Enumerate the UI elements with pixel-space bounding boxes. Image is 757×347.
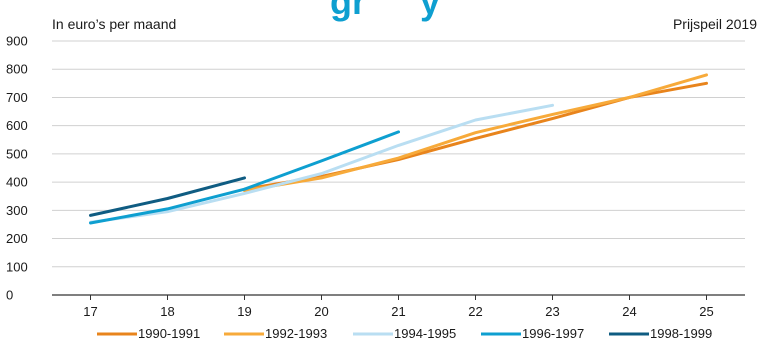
x-tick-label: 17 — [83, 304, 97, 319]
subtitle-right: Prijspeil 2019 — [673, 16, 757, 32]
y-tick-label: 900 — [6, 34, 28, 49]
legend-label: 1994-1995 — [394, 326, 456, 341]
x-axis: 17 18 19 20 21 22 23 24 25 — [83, 295, 714, 319]
y-tick-label: 0 — [6, 288, 13, 303]
legend-item: 1994-1995 — [353, 326, 456, 341]
legend-label: 1992-1993 — [265, 326, 327, 341]
legend-label: 1990-1991 — [138, 326, 200, 341]
x-tick-label: 19 — [237, 304, 251, 319]
x-tick-label: 23 — [545, 304, 559, 319]
y-axis: 0 100 200 300 400 500 600 700 800 900 — [6, 34, 28, 303]
legend-item: 1996-1997 — [481, 326, 584, 341]
legend-item: 1990-1991 — [97, 326, 200, 341]
y-tick-label: 700 — [6, 90, 28, 105]
series-line-1990-1991 — [243, 81, 708, 191]
series-lines — [89, 73, 708, 225]
x-tick-label: 18 — [160, 304, 174, 319]
x-tick-label: 21 — [391, 304, 405, 319]
series-line-1998-1999 — [89, 176, 246, 217]
y-tick-label: 800 — [6, 62, 28, 77]
y-tick-label: 400 — [6, 175, 28, 190]
x-tick-label: 22 — [468, 304, 482, 319]
series-line-1992-1993 — [243, 73, 708, 193]
x-tick-label: 20 — [314, 304, 328, 319]
svg-text:y: y — [420, 0, 440, 22]
legend-item: 1992-1993 — [224, 326, 327, 341]
legend: 1990-1991 1992-1993 1994-1995 1996-1997 1998… — [97, 326, 712, 341]
x-tick-label: 24 — [622, 304, 636, 319]
cut-off-heading-fragment: gr y — [330, 0, 440, 22]
legend-item: 1998-1999 — [609, 326, 712, 341]
y-tick-label: 100 — [6, 259, 28, 274]
legend-label: 1996-1997 — [522, 326, 584, 341]
legend-label: 1998-1999 — [650, 326, 712, 341]
x-tick-label: 25 — [699, 304, 713, 319]
y-tick-label: 500 — [6, 146, 28, 161]
y-tick-label: 200 — [6, 231, 28, 246]
y-tick-label: 300 — [6, 203, 28, 218]
series-line-1994-1995 — [89, 103, 554, 224]
svg-text:gr: gr — [330, 0, 366, 22]
gridlines — [52, 40, 745, 296]
subtitle-left: In euro’s per maand — [52, 16, 176, 32]
series-line-1996-1997 — [89, 130, 400, 225]
y-tick-label: 600 — [6, 118, 28, 133]
